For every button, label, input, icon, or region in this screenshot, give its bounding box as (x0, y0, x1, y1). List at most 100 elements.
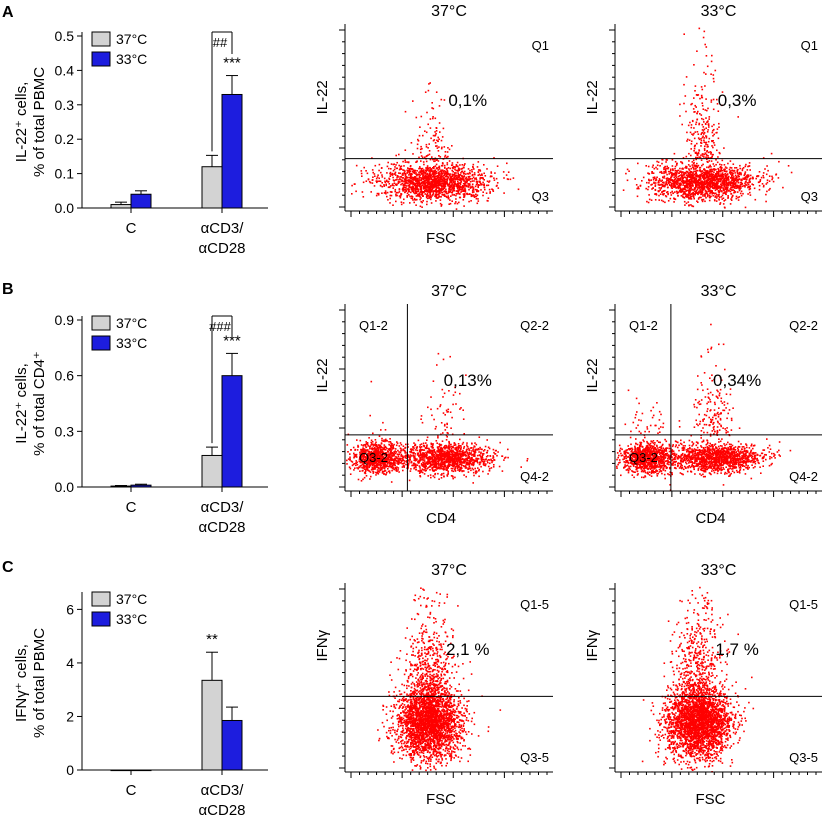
scatter-point (437, 169, 439, 171)
scatter-point (404, 149, 407, 151)
scatter-point (397, 467, 400, 469)
scatter-point (400, 443, 403, 446)
scatter-point (387, 181, 389, 183)
scatter-point (668, 178, 671, 180)
scatter-point (681, 190, 684, 193)
scatter-point (736, 178, 739, 181)
scatter-point (445, 188, 447, 191)
scatter-point (406, 177, 408, 179)
scatter-point (666, 173, 668, 176)
scatter-point (734, 167, 736, 169)
scatter-point (422, 161, 425, 163)
scatter-point (442, 177, 445, 180)
scatter-point (683, 187, 686, 189)
scatter-point (379, 185, 382, 187)
scatter-point (671, 187, 674, 189)
scatter-point (420, 151, 422, 154)
scatter-point (486, 168, 488, 170)
scatter-point (698, 167, 701, 169)
scatter-point (749, 174, 752, 177)
scatter-point (374, 439, 377, 441)
scatter-point (415, 161, 417, 163)
scatter-point (422, 170, 424, 172)
scatter-point (422, 188, 425, 190)
scatter-point (671, 171, 673, 174)
scatter-point (706, 150, 708, 152)
scatter-point (683, 33, 685, 35)
scatter-point (431, 195, 433, 197)
scatter-point (441, 136, 444, 138)
scatter-point (690, 148, 692, 150)
scatter-point (723, 147, 725, 149)
scatter-point (412, 181, 415, 184)
scatter-point (439, 180, 441, 182)
scatter-point (454, 174, 456, 177)
scatter-point (447, 167, 450, 169)
scatter-point (461, 186, 464, 188)
scatter-point (651, 183, 653, 186)
scatter-point (656, 176, 658, 179)
scatter-point (692, 159, 695, 162)
scatter-point (684, 195, 687, 197)
scatter-point (701, 88, 704, 91)
scatter-point (665, 161, 667, 163)
scatter-point (456, 193, 458, 195)
scatter-point (417, 193, 419, 196)
scatter-point (719, 189, 722, 191)
scatter-point (671, 190, 673, 193)
scatter-point (383, 177, 386, 180)
scatter-point (715, 175, 717, 177)
scatter-point (760, 176, 763, 179)
scatter-point (726, 176, 729, 179)
scatter-point (486, 184, 488, 187)
scatter-point (402, 187, 405, 190)
scatter-point (671, 184, 673, 186)
scatter-point (726, 184, 728, 187)
scatter-point (708, 118, 710, 120)
y-axis-label: % of total PBMC (31, 67, 48, 177)
scatter-point (381, 468, 383, 471)
scatter-point (676, 170, 678, 172)
scatter-point (450, 179, 453, 181)
scatter-point (714, 195, 717, 197)
scatter-point (674, 167, 676, 170)
scatter-point (662, 176, 664, 178)
scatter-point (473, 191, 475, 193)
scatter-point (690, 103, 692, 106)
scatter-point (381, 185, 384, 188)
scatter-point (416, 187, 418, 190)
scatter-point (713, 123, 715, 126)
scatter-point (462, 176, 464, 178)
scatter-point (386, 172, 388, 174)
scatter-point (686, 178, 688, 181)
scatter-point (663, 175, 666, 178)
scatter-point (740, 190, 743, 193)
scatter-point (480, 465, 482, 468)
scatter-point (488, 180, 491, 182)
scatter-point (737, 181, 740, 184)
scatter-point (422, 180, 424, 183)
scatter-point (381, 437, 383, 440)
scatter-point (446, 162, 449, 164)
scatter-point (417, 140, 420, 142)
scatter-point (690, 140, 693, 143)
scatter-point (719, 169, 722, 172)
scatter-point (411, 181, 413, 184)
scatter-point (731, 171, 733, 174)
scatter-point (462, 186, 465, 189)
scatter-point (674, 170, 677, 172)
scatter-point (673, 173, 675, 175)
scatter-point (506, 178, 509, 180)
scatter-point (451, 200, 453, 202)
scatter-point (472, 194, 475, 196)
scatter-point (690, 126, 693, 129)
scatter-point (409, 174, 412, 176)
scatter-point (696, 169, 698, 172)
legend-label: 37°C (116, 31, 147, 47)
scatter-point (430, 176, 432, 178)
scatter-point (438, 188, 440, 190)
scatter-point (463, 196, 465, 198)
scatter-point (398, 188, 401, 190)
scatter-point (681, 176, 684, 179)
scatter-point (479, 174, 482, 177)
